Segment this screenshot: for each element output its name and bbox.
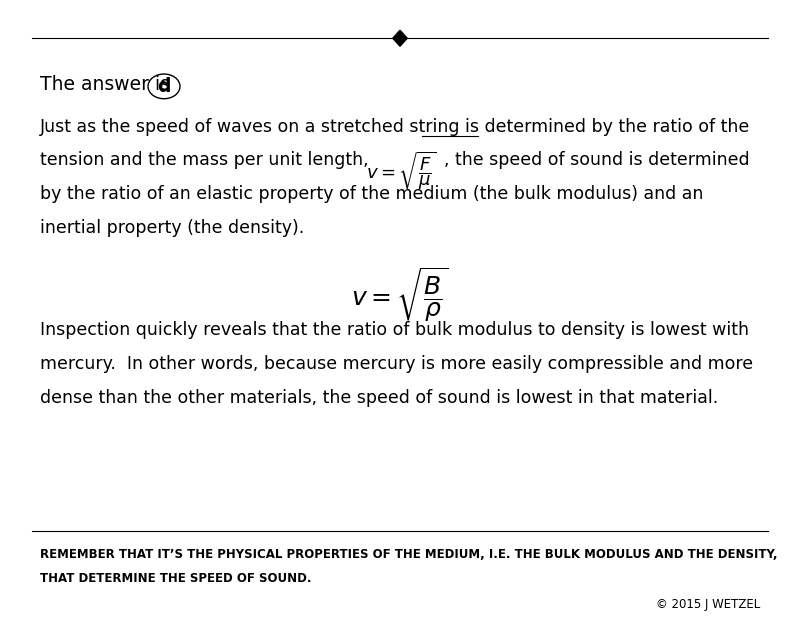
Text: $v = \sqrt{\dfrac{F}{\mu}}$: $v = \sqrt{\dfrac{F}{\mu}}$	[366, 149, 437, 192]
Text: , the speed of sound is determined: , the speed of sound is determined	[444, 151, 750, 169]
Text: Just as the speed of waves on a stretched string is determined by the ratio of t: Just as the speed of waves on a stretche…	[40, 118, 750, 136]
Text: dense than the other materials, the speed of sound is lowest in that material.: dense than the other materials, the spee…	[40, 389, 718, 407]
Text: d: d	[158, 77, 170, 96]
Text: The answer is: The answer is	[40, 75, 176, 94]
Text: REMEMBER THAT IT’S THE PHYSICAL PROPERTIES OF THE MEDIUM, I.E. THE BULK MODULUS : REMEMBER THAT IT’S THE PHYSICAL PROPERTI…	[40, 548, 778, 561]
Text: THAT DETERMINE THE SPEED OF SOUND.: THAT DETERMINE THE SPEED OF SOUND.	[40, 572, 311, 585]
Text: © 2015 J WETZEL: © 2015 J WETZEL	[656, 598, 760, 611]
Text: by the ratio of an elastic property of the medium (the bulk modulus) and an: by the ratio of an elastic property of t…	[40, 185, 703, 203]
Text: inertial property (the density).: inertial property (the density).	[40, 219, 304, 237]
Text: tension and the mass per unit length,: tension and the mass per unit length,	[40, 151, 374, 169]
Text: $v = \sqrt{\dfrac{B}{\rho}}$: $v = \sqrt{\dfrac{B}{\rho}}$	[351, 265, 449, 323]
Polygon shape	[393, 30, 407, 46]
Text: mercury.  In other words, because mercury is more easily compressible and more: mercury. In other words, because mercury…	[40, 355, 753, 373]
Text: Inspection quickly reveals that the ratio of bulk modulus to density is lowest w: Inspection quickly reveals that the rati…	[40, 321, 749, 339]
